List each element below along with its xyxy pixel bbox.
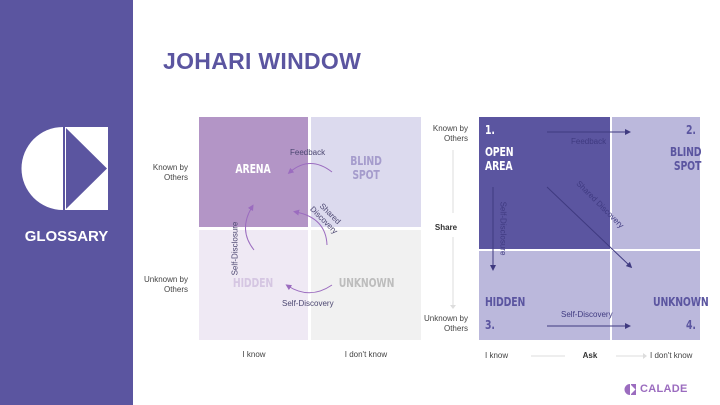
quadrant-unknown <box>311 230 421 340</box>
quadrant-number-2: 2. <box>686 123 696 137</box>
sidebar: GLOSSARY <box>0 0 133 405</box>
quadrant-blind-spot <box>311 117 421 227</box>
col-label-i-dont-know: I don't know <box>344 350 388 359</box>
feedback-label: Feedback <box>571 137 607 146</box>
quadrant-blind-spot <box>612 117 700 249</box>
self-discovery-label: Self-Discovery <box>282 299 334 308</box>
col-label-i-know: I know <box>242 350 266 359</box>
calade-logo <box>21 127 108 210</box>
arena-label: ARENA <box>235 162 271 176</box>
quadrant-number-3: 3. <box>485 318 495 332</box>
feedback-label: Feedback <box>290 148 326 157</box>
blind-spot-label: BLIND SPOT <box>670 145 702 173</box>
quadrant-hidden <box>479 251 610 340</box>
row-label-unknown: Unknown by Others <box>423 314 468 333</box>
unknown-label: UNKNOWN <box>653 295 709 309</box>
self-discovery-label: Self-Discovery <box>561 310 613 319</box>
hidden-label: HIDDEN <box>232 276 274 290</box>
page-title: JOHARI WINDOW <box>163 48 362 74</box>
col-label-i-dont-know: I don't know <box>650 351 693 360</box>
sidebar-label: GLOSSARY <box>24 228 109 245</box>
share-label: Share <box>434 223 458 232</box>
quadrant-number-4: 4. <box>686 318 696 332</box>
brand-name: CALADE <box>640 383 688 395</box>
hidden-label: HIDDEN <box>485 295 526 309</box>
calade-icon <box>624 383 636 395</box>
quadrant-open-area <box>479 117 610 249</box>
row-label-known: Known by Others <box>152 163 188 182</box>
open-area-label: OPEN AREA <box>485 145 514 173</box>
self-disclosure-label: Self-Disclosure <box>498 201 508 256</box>
col-label-i-know: I know <box>485 351 509 360</box>
brand-logo: CALADE <box>624 383 688 395</box>
unknown-label: UNKNOWN <box>338 276 395 290</box>
blind-spot-label: BLIND SPOT <box>350 154 382 182</box>
row-label-known: Known by Others <box>432 124 468 143</box>
row-label-unknown: Unknown by Others <box>143 275 188 294</box>
quadrant-number-1: 1. <box>485 123 495 137</box>
ask-label: Ask <box>582 351 598 360</box>
